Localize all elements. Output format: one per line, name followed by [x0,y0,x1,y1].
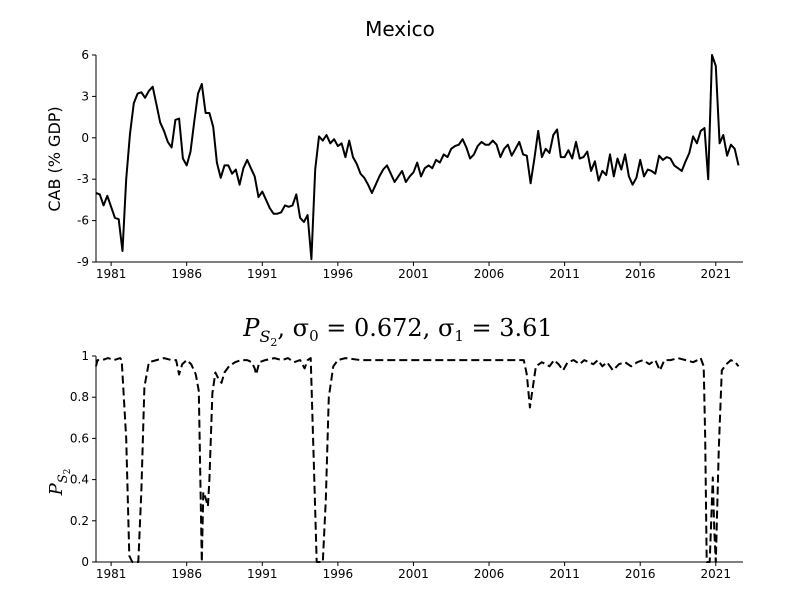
prob-xtick-label: 2016 [625,567,656,581]
prob-ytick-label: 0.2 [70,514,89,528]
cab-xtick-label: 1981 [96,267,127,281]
title-sigma0: , σ [277,314,309,342]
prob-ytick-label: 0.4 [70,473,89,487]
cab-ytick-label: 0 [81,131,89,145]
title-sub-s: S [259,327,270,346]
cab-xtick-label: 2021 [701,267,732,281]
prob-xtick-label: 1991 [247,567,278,581]
cab-xtick-label: 2011 [549,267,580,281]
prob-xtick-label: 2001 [398,567,429,581]
prob-xtick-label: 2006 [474,567,505,581]
prob-xtick-label: 2021 [701,567,732,581]
prob-xtick-label: 1996 [323,567,354,581]
cab-ytick-label: 3 [81,89,89,103]
title-sigma1-sub: 1 [454,327,464,345]
cab-xtick-label: 1986 [171,267,202,281]
cab-ytick-label: 6 [81,48,89,62]
cab-axes-frame [95,55,743,263]
cab-ytick-label: -9 [77,255,89,269]
cab-xtick-label: 1996 [323,267,354,281]
prob-xtick-label: 2011 [549,567,580,581]
cab-xtick-label: 1991 [247,267,278,281]
title-sigma0-val: = 0.672, σ [319,314,455,342]
ylabel-sub-2: 2 [63,469,73,475]
cab-ytick-label: -3 [77,172,89,186]
prob-series [95,357,740,563]
title-p: P [242,314,260,342]
cab-axis-ticks: 1981 1986 1991 1996 2001 2006 2011 2016 2021 -9 -6… [77,48,731,281]
cab-series [95,54,740,261]
title-sigma1-val: = 3.61 [464,314,553,342]
title-sigma0-sub: 0 [309,327,319,345]
cab-xtick-label: 2006 [474,267,505,281]
prob-ytick-label: 1 [81,349,89,363]
prob-xtick-label: 1981 [96,567,127,581]
prob-y-axis-label: PS2 [46,469,73,497]
prob-chart-title: PS2, σ0 = 0.672, σ1 = 3.61 [242,314,552,349]
regime-probability-chart: PS2, σ0 = 0.672, σ1 = 3.61 PS2 1981 1986 1… [46,314,743,581]
cab-chart: Mexico CAB (% GDP) 1981 1986 1991 1996 2001 2… [45,17,743,281]
prob-ytick-label: 0 [81,555,89,569]
prob-xtick-label: 1986 [171,567,202,581]
prob-axis-ticks: 1981 1986 1991 1996 2001 2006 2011 2016 2021 0 0.2… [70,349,731,581]
cab-ytick-label: -6 [77,214,89,228]
ylabel-p: P [46,482,67,496]
cab-xtick-label: 2001 [398,267,429,281]
cab-series-line [95,54,740,261]
ylabel-sub-s: S [56,474,71,483]
prob-ytick-label: 0.8 [70,390,89,404]
prob-series-line [95,357,740,563]
cab-y-axis-label: CAB (% GDP) [45,106,64,211]
title-sub-2: 2 [270,336,277,349]
cab-xtick-label: 2016 [625,267,656,281]
prob-axes-frame [95,356,743,563]
prob-ytick-label: 0.6 [70,431,89,445]
cab-chart-title: Mexico [365,17,435,41]
